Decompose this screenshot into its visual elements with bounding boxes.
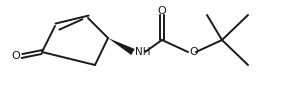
Polygon shape xyxy=(108,38,135,55)
Text: NH: NH xyxy=(135,47,151,57)
Text: O: O xyxy=(11,51,20,61)
Text: O: O xyxy=(189,47,198,57)
Text: O: O xyxy=(158,6,166,16)
